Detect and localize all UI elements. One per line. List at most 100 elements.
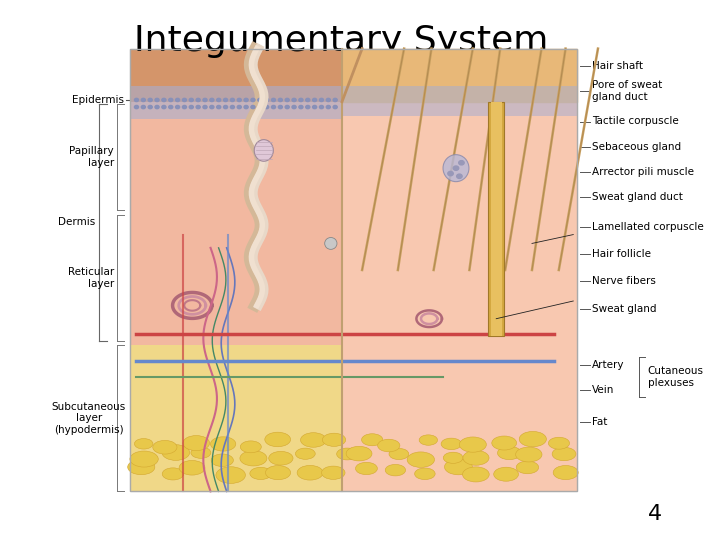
FancyBboxPatch shape xyxy=(488,102,505,336)
Circle shape xyxy=(210,98,214,102)
Ellipse shape xyxy=(266,465,291,480)
Ellipse shape xyxy=(553,465,578,480)
Circle shape xyxy=(189,105,194,109)
Circle shape xyxy=(279,105,282,109)
Circle shape xyxy=(306,98,310,102)
Ellipse shape xyxy=(162,468,184,480)
Text: 4: 4 xyxy=(648,504,662,524)
Ellipse shape xyxy=(443,154,469,181)
Ellipse shape xyxy=(323,433,346,447)
Circle shape xyxy=(135,98,138,102)
Text: Pore of sweat
gland duct: Pore of sweat gland duct xyxy=(592,80,662,102)
Circle shape xyxy=(244,98,248,102)
Circle shape xyxy=(230,105,235,109)
Circle shape xyxy=(320,105,323,109)
Circle shape xyxy=(230,98,235,102)
Text: Integumentary System: Integumentary System xyxy=(134,24,549,58)
Ellipse shape xyxy=(240,441,261,453)
Circle shape xyxy=(306,105,310,109)
Circle shape xyxy=(148,105,152,109)
FancyBboxPatch shape xyxy=(130,86,342,119)
Ellipse shape xyxy=(549,437,570,449)
Ellipse shape xyxy=(356,462,377,475)
Text: Tactile corpuscle: Tactile corpuscle xyxy=(592,117,678,126)
Ellipse shape xyxy=(552,447,576,461)
Ellipse shape xyxy=(153,441,177,454)
Ellipse shape xyxy=(463,450,489,465)
Circle shape xyxy=(155,105,159,109)
Ellipse shape xyxy=(162,445,189,460)
Circle shape xyxy=(333,98,337,102)
Text: Cutaneous
plexuses: Cutaneous plexuses xyxy=(648,366,703,388)
Ellipse shape xyxy=(254,140,274,161)
Ellipse shape xyxy=(300,433,326,447)
Ellipse shape xyxy=(377,439,400,452)
Circle shape xyxy=(203,105,207,109)
Circle shape xyxy=(333,105,337,109)
Ellipse shape xyxy=(295,448,315,460)
Circle shape xyxy=(162,105,166,109)
Ellipse shape xyxy=(516,461,539,474)
Text: Hair follicle: Hair follicle xyxy=(592,249,651,259)
Text: Sebaceous gland: Sebaceous gland xyxy=(592,142,681,152)
Circle shape xyxy=(162,98,166,102)
Ellipse shape xyxy=(462,467,489,482)
Ellipse shape xyxy=(130,451,158,467)
Circle shape xyxy=(285,105,289,109)
Text: Sweat gland duct: Sweat gland duct xyxy=(592,192,683,202)
Ellipse shape xyxy=(361,434,383,445)
FancyBboxPatch shape xyxy=(130,345,577,491)
Text: Papillary
layer: Papillary layer xyxy=(69,146,114,168)
Circle shape xyxy=(223,105,228,109)
Text: Sweat gland: Sweat gland xyxy=(592,304,656,314)
Text: Epidermis: Epidermis xyxy=(72,94,125,105)
Circle shape xyxy=(285,98,289,102)
Circle shape xyxy=(258,98,262,102)
Circle shape xyxy=(258,105,262,109)
FancyBboxPatch shape xyxy=(130,49,577,491)
Text: Dermis: Dermis xyxy=(58,218,96,227)
Ellipse shape xyxy=(419,435,438,446)
Circle shape xyxy=(189,98,194,102)
Ellipse shape xyxy=(211,454,233,467)
Circle shape xyxy=(141,98,145,102)
Ellipse shape xyxy=(337,448,358,460)
Ellipse shape xyxy=(444,452,463,463)
Ellipse shape xyxy=(346,446,372,461)
Circle shape xyxy=(459,160,464,165)
Ellipse shape xyxy=(191,447,211,458)
Circle shape xyxy=(265,98,269,102)
Circle shape xyxy=(299,105,303,109)
Ellipse shape xyxy=(519,431,546,447)
Text: Vein: Vein xyxy=(592,385,614,395)
Text: Arrector pili muscle: Arrector pili muscle xyxy=(592,167,693,177)
Circle shape xyxy=(155,98,159,102)
Ellipse shape xyxy=(492,436,516,450)
Circle shape xyxy=(271,98,276,102)
Ellipse shape xyxy=(325,238,337,249)
Circle shape xyxy=(176,105,180,109)
Ellipse shape xyxy=(135,438,153,449)
Circle shape xyxy=(292,98,296,102)
Circle shape xyxy=(141,105,145,109)
Circle shape xyxy=(176,98,180,102)
Ellipse shape xyxy=(250,467,271,480)
Circle shape xyxy=(448,171,454,176)
Circle shape xyxy=(217,98,221,102)
Text: Reticular
layer: Reticular layer xyxy=(68,267,114,288)
Ellipse shape xyxy=(459,437,487,452)
Ellipse shape xyxy=(516,447,542,462)
Ellipse shape xyxy=(210,437,235,451)
Circle shape xyxy=(237,105,241,109)
Circle shape xyxy=(182,105,186,109)
Text: Artery: Artery xyxy=(592,360,624,369)
FancyBboxPatch shape xyxy=(130,49,577,102)
Ellipse shape xyxy=(127,460,155,475)
FancyBboxPatch shape xyxy=(491,102,502,336)
Circle shape xyxy=(210,105,214,109)
Circle shape xyxy=(292,105,296,109)
Ellipse shape xyxy=(389,448,409,460)
Ellipse shape xyxy=(240,451,267,466)
Circle shape xyxy=(237,98,241,102)
FancyBboxPatch shape xyxy=(342,86,577,116)
